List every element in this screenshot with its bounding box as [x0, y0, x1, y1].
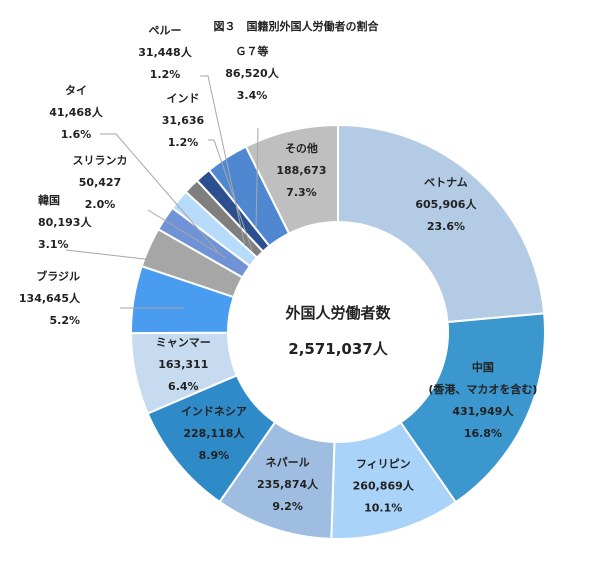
- center-value: 2,571,037人: [288, 340, 388, 358]
- slice-label-slice-5-line-1: ミャンマー: [156, 336, 211, 349]
- leader-line-group: [65, 75, 259, 309]
- slice-label-slice-1-line-4: 16.8%: [464, 427, 502, 440]
- slice-label-slice-13-line-2: 188,673: [276, 164, 326, 177]
- slice-label-slice-7-line-3: 3.1%: [38, 238, 69, 251]
- slice-label-slice-3-line-3: 9.2%: [272, 500, 303, 513]
- slice-label-slice-6-line-3: 5.2%: [49, 314, 80, 327]
- slice-label-slice-11-line-3: 1.2%: [150, 68, 181, 81]
- slice-label-slice-9-line-1: タイ: [65, 84, 87, 97]
- slice-label-slice-1-line-2: (香港、マカオを含む): [428, 382, 537, 396]
- slice-label-slice-0-line-1: ベトナム: [424, 176, 468, 189]
- slice-label-slice-7-line-1: 韓国: [38, 193, 60, 207]
- donut-slice-slice-0: [337, 123, 546, 324]
- slice-label-slice-7-line-2: 80,193人: [38, 215, 92, 229]
- slice-label-slice-5-line-2: 163,311: [158, 358, 208, 371]
- leader-line-slice-7: [65, 249, 207, 267]
- slice-label-slice-12-line-2: 86,520人: [225, 66, 279, 80]
- slice-label-slice-2-line-3: 10.1%: [364, 501, 402, 514]
- slice-label-slice-3-line-1: ネパール: [266, 456, 310, 469]
- slice-label-slice-9-line-2: 41,468人: [49, 105, 103, 119]
- slice-label-slice-11-line-1: ペルー: [149, 24, 182, 37]
- slice-label-slice-2-line-2: 260,869人: [353, 478, 415, 492]
- slice-label-slice-13-line-3: 7.3%: [286, 186, 317, 199]
- slice-label-slice-8-line-3: 2.0%: [85, 198, 116, 211]
- slice-label-slice-8-line-1: スリランカ: [73, 154, 128, 167]
- slice-label-slice-11-line-2: 31,448人: [138, 45, 192, 59]
- slice-label-slice-1-line-1: 中国: [472, 360, 494, 374]
- leader-line-slice-10: [208, 139, 253, 251]
- donut-slice-slice-13: [244, 123, 339, 235]
- slice-label-slice-3-line-2: 235,874人: [257, 477, 319, 491]
- leader-line-slice-9: [100, 133, 219, 253]
- slice-label-slice-1-line-3: 431,949人: [452, 404, 514, 418]
- donut-slice-slice-1: [399, 312, 546, 504]
- center-label: 外国人労働者数: [284, 304, 391, 322]
- slice-label-slice-4-line-2: 228,118人: [183, 426, 245, 440]
- slice-label-slice-10-line-2: 31,636: [162, 114, 205, 127]
- leader-line-slice-12: [255, 127, 259, 229]
- slice-label-slice-13-line-1: その他: [285, 141, 318, 155]
- chart-title: 図３ 国籍別外国人労働者の割合: [214, 19, 380, 33]
- slice-label-slice-4-line-3: 8.9%: [199, 449, 230, 462]
- slice-label-slice-8-line-2: 50,427: [79, 176, 121, 189]
- slice-label-slice-4-line-1: インドネシア: [181, 405, 247, 418]
- slice-label-slice-2-line-1: フィリピン: [356, 457, 411, 470]
- slice-label-slice-12-line-1: Ｇ７等: [236, 44, 269, 58]
- slice-label-slice-9-line-3: 1.6%: [61, 128, 92, 141]
- slice-label-slice-0-line-3: 23.6%: [427, 220, 465, 233]
- slice-label-slice-0-line-2: 605,906人: [415, 197, 477, 211]
- slice-label-group: ベトナム 605,906人 23.6% 中国 (香港、マカオを含む) 431,949人 16…: [19, 24, 538, 514]
- leader-line-slice-11: [200, 75, 246, 247]
- slice-label-slice-5-line-3: 6.4%: [168, 380, 199, 393]
- leader-line-slice-8: [147, 209, 227, 259]
- slice-label-slice-6-line-2: 134,645人: [19, 291, 81, 305]
- slice-label-slice-6-line-1: ブラジル: [36, 269, 80, 283]
- slice-label-slice-10-line-3: 1.2%: [168, 136, 199, 149]
- slice-label-slice-10-line-1: インド: [167, 92, 200, 105]
- slice-label-slice-12-line-3: 3.4%: [237, 89, 268, 102]
